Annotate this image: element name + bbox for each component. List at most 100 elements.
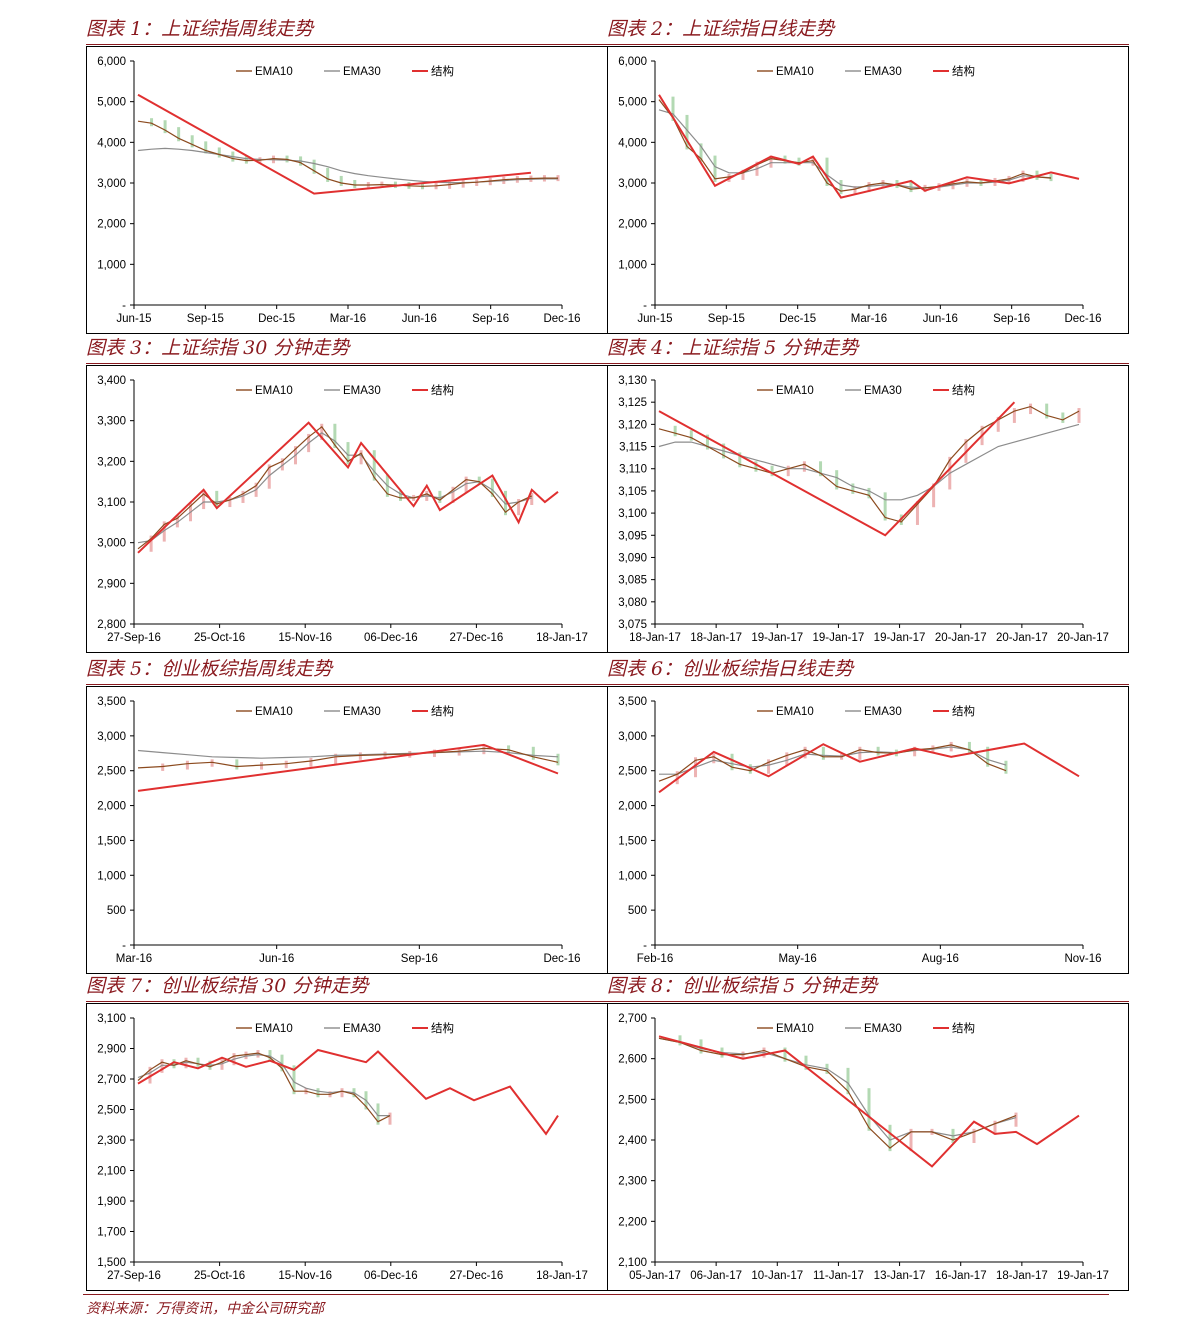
x-tick-label: Sep-16 [993, 313, 1030, 325]
candle [1012, 408, 1016, 423]
x-tick-label: Dec-15 [258, 313, 295, 325]
candle [284, 760, 288, 769]
chart-panel-3: 图表 3：上证综指 30 分钟走势 3,400 3,300 3,200 3,100 3,… [86, 335, 608, 653]
candle [996, 416, 1000, 432]
y-tick-label: 4,000 [97, 137, 126, 149]
candle [741, 169, 745, 180]
y-tick-label: - [643, 300, 647, 312]
candle [438, 490, 442, 503]
legend-structure-label: 结构 [952, 1021, 975, 1035]
structure-line [658, 401, 1016, 537]
candle [217, 147, 221, 158]
candle [432, 749, 436, 757]
chart-area: 6,000 5,000 4,000 3,000 2,000 1,000 - Jun-15 Sep… [607, 46, 1129, 334]
candle [825, 157, 829, 186]
candle [241, 490, 245, 503]
chart-svg: 6,000 5,000 4,000 3,000 2,000 1,000 -Jun-15 Sep… [86, 46, 608, 334]
legend-structure-label: 结构 [431, 704, 454, 718]
x-tick-label: 18-Jan-17 [690, 632, 742, 644]
y-tick-label: 3,000 [97, 731, 126, 743]
ema30-line [137, 1053, 390, 1117]
y-tick-label: 2,200 [618, 1216, 647, 1228]
candle [256, 1050, 260, 1058]
x-tick-label: 27-Sep-16 [107, 632, 161, 644]
x-tick-label: Mar-16 [116, 953, 152, 965]
candle [1014, 1112, 1018, 1127]
x-tick-label: Nov-16 [1064, 953, 1101, 965]
candle [769, 155, 773, 168]
y-tick-label: 2,900 [97, 1044, 126, 1056]
candle [149, 535, 153, 552]
source-note: 资料来源：万得资讯，中金公司研究部 [86, 1301, 324, 1317]
legend-structure-label: 结构 [431, 64, 454, 78]
x-tick-label: 19-Jan-17 [751, 632, 803, 644]
candle [699, 143, 703, 162]
candle [210, 759, 214, 767]
y-tick-label: 2,300 [618, 1176, 647, 1188]
x-tick-label: 13-Jan-17 [874, 1270, 926, 1282]
candle [915, 501, 919, 525]
candle [986, 746, 990, 767]
chart-area: 2,700 2,600 2,500 2,400 2,300 2,200 2,100 05-Ja… [607, 1003, 1129, 1291]
x-tick-label: 10-Jan-17 [751, 1270, 803, 1282]
x-tick-label: 18-Jan-17 [536, 632, 588, 644]
chart-title: 图表 6：创业板综指日线走势 [607, 658, 854, 680]
candle [184, 1057, 188, 1069]
y-tick-label: 2,600 [618, 1054, 647, 1066]
chart-svg: 3,500 3,000 2,500 2,000 1,500 1,000 500 -Feb-16… [607, 686, 1129, 974]
chart-panel-4: 图表 4：上证综指 5 分钟走势 3,130 3,125 3,120 3,115 3,1… [607, 335, 1129, 653]
x-tick-label: 11-Jan-17 [813, 1270, 864, 1282]
candle [280, 458, 284, 471]
candle [334, 753, 338, 764]
candle [228, 496, 232, 508]
title-divider [86, 44, 608, 45]
candle [190, 135, 194, 148]
legend-ema30-label: EMA30 [864, 385, 902, 397]
y-tick-label: 3,500 [97, 696, 126, 708]
y-tick-label: 2,700 [618, 1013, 647, 1025]
chart-border [607, 365, 1129, 653]
ema30-line [658, 109, 1052, 189]
candle [235, 759, 239, 770]
candle [754, 461, 758, 472]
candle [244, 155, 248, 164]
x-tick-label: Sep-16 [401, 953, 438, 965]
y-tick-label: 6,000 [618, 56, 647, 68]
structure-line [658, 742, 1080, 794]
candle [867, 487, 871, 499]
y-tick-label: 6,000 [97, 56, 126, 68]
y-tick-label: 3,100 [97, 497, 126, 509]
chart-panel-2: 图表 2：上证综指日线走势 6,000 5,000 4,000 3,000 2,000 1… [607, 16, 1129, 334]
candle [507, 745, 511, 753]
legend-structure-label: 结构 [431, 383, 454, 397]
x-tick-label: 18-Jan-17 [996, 1270, 1048, 1282]
candle [786, 465, 790, 477]
y-tick-label: 1,000 [618, 259, 647, 271]
y-tick-label: 1,500 [618, 835, 647, 847]
candle [172, 1059, 176, 1069]
x-tick-label: Feb-16 [637, 953, 673, 965]
candle [490, 478, 494, 497]
candle [148, 1066, 152, 1084]
candle [517, 499, 521, 516]
y-tick-label: 2,500 [618, 766, 647, 778]
ema30-line [137, 147, 558, 184]
candle [202, 490, 206, 510]
candle [163, 120, 167, 134]
y-tick-label: 3,085 [618, 575, 647, 587]
x-tick-label: Mar-16 [330, 313, 366, 325]
y-tick-label: - [643, 940, 647, 952]
y-tick-label: 3,000 [97, 178, 126, 190]
legend-ema10-label: EMA10 [776, 66, 814, 78]
title-divider [607, 363, 1129, 364]
candle [339, 175, 343, 186]
y-tick-label: 3,080 [618, 597, 647, 609]
candle [671, 96, 675, 121]
legend-ema10-label: EMA10 [255, 66, 293, 78]
y-tick-label: 3,200 [97, 456, 126, 468]
legend-ema10-label: EMA10 [255, 1023, 293, 1035]
x-tick-label: 25-Oct-16 [194, 632, 245, 644]
x-tick-label: 18-Jan-17 [629, 632, 681, 644]
candle [867, 182, 871, 193]
candle [835, 470, 839, 490]
